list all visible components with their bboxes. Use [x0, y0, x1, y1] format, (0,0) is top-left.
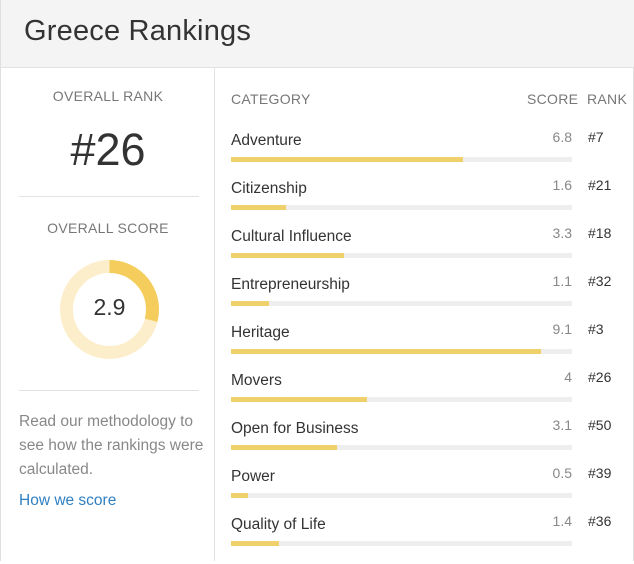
score-bar-track — [231, 301, 572, 306]
category-rank: #36 — [588, 513, 612, 529]
category-rank: #18 — [588, 225, 612, 241]
score-bar-fill — [231, 205, 286, 210]
divider — [19, 196, 199, 197]
score-bar-track — [231, 349, 572, 354]
table-row: Entrepreneurship 1.1 #32 — [216, 273, 634, 324]
score-bar-fill — [231, 157, 463, 162]
category-score: 1.4 — [552, 513, 572, 529]
overall-rank-label: OVERALL RANK — [52, 88, 164, 104]
header: Greece Rankings — [1, 0, 634, 68]
score-bar-fill — [231, 349, 541, 354]
table-row: Movers 4 #26 — [216, 369, 634, 420]
column-header-rank: RANK — [587, 91, 628, 107]
category-score: 0.5 — [552, 465, 572, 481]
category-name: Cultural Influence — [231, 228, 352, 245]
score-bar-fill — [231, 445, 337, 450]
category-name: Quality of Life — [231, 516, 326, 533]
how-we-score-link[interactable]: How we score — [19, 492, 117, 509]
category-score: 1.6 — [552, 177, 572, 193]
category-name: Heritage — [231, 324, 290, 341]
category-name: Adventure — [231, 132, 302, 149]
column-header-score: SCORE — [527, 91, 579, 107]
category-name: Citizenship — [231, 180, 307, 197]
score-bar-track — [231, 445, 572, 450]
category-score: 4 — [564, 369, 572, 385]
overall-panel: OVERALL RANK #26 OVERALL SCORE 2.9 Read … — [1, 68, 215, 561]
score-bar-track — [231, 397, 572, 402]
score-bar-fill — [231, 253, 344, 258]
category-name: Open for Business — [231, 420, 359, 437]
score-bar-fill — [231, 301, 269, 306]
table-row: Heritage 9.1 #3 — [216, 321, 634, 372]
methodology-text: Read our methodology to see how the rank… — [19, 413, 204, 478]
score-bar-track — [231, 157, 572, 162]
table-row: Open for Business 3.1 #50 — [216, 417, 634, 468]
category-rank: #7 — [588, 129, 604, 145]
score-bar-track — [231, 541, 572, 546]
score-bar-track — [231, 493, 572, 498]
score-bar-fill — [231, 541, 279, 546]
category-name: Power — [231, 468, 275, 485]
table-row: Cultural Influence 3.3 #18 — [216, 225, 634, 276]
overall-score-value: 2.9 — [93, 294, 126, 320]
table-row: Adventure 6.8 #7 — [216, 129, 634, 180]
page-title: Greece Rankings — [24, 15, 252, 47]
category-rank: #26 — [588, 369, 612, 385]
category-name: Movers — [231, 372, 282, 389]
overall-rank-value: #26 — [70, 124, 146, 175]
category-rank: #39 — [588, 465, 612, 481]
donut-fill — [60, 260, 159, 359]
category-rank: #3 — [588, 321, 604, 337]
category-score: 3.3 — [552, 225, 572, 241]
score-bar-fill — [231, 493, 248, 498]
score-bar-track — [231, 205, 572, 210]
category-rank: #21 — [588, 177, 612, 193]
table-row: Power 0.5 #39 — [216, 465, 634, 516]
score-bar-track — [231, 253, 572, 258]
category-rank: #32 — [588, 273, 612, 289]
category-score: 3.1 — [552, 417, 572, 433]
category-name: Entrepreneurship — [231, 276, 350, 293]
category-rank: #50 — [588, 417, 612, 433]
category-score: 6.8 — [552, 129, 572, 145]
overall-score-label: OVERALL SCORE — [47, 220, 169, 236]
category-score: 1.1 — [552, 273, 572, 289]
table-row: Quality of Life 1.4 #36 — [216, 513, 634, 564]
divider — [19, 390, 199, 391]
category-score: 9.1 — [552, 321, 572, 337]
score-donut-chart — [60, 260, 159, 359]
category-table: CATEGORY SCORE RANK Adventure 6.8 #7 Citize… — [216, 68, 634, 561]
score-bar-fill — [231, 397, 367, 402]
column-header-category: CATEGORY — [231, 91, 311, 107]
table-row: Citizenship 1.6 #21 — [216, 177, 634, 228]
